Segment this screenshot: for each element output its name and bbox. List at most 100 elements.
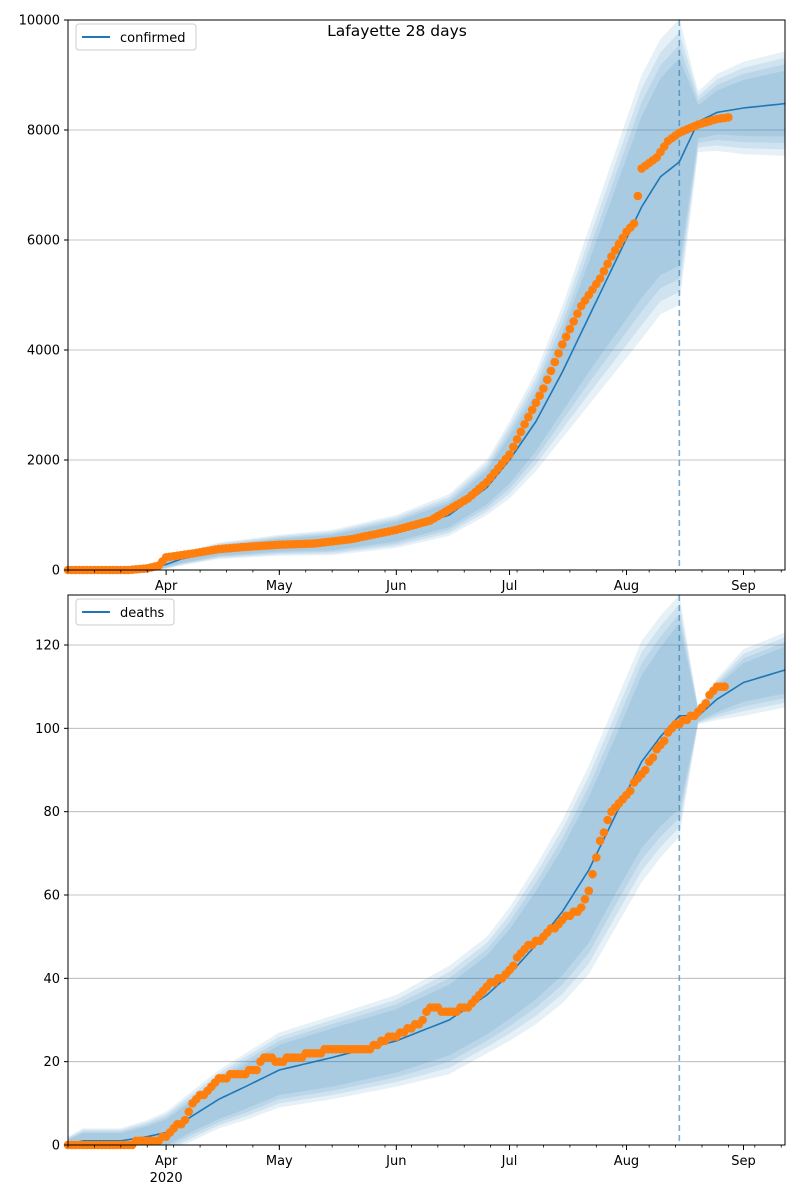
observed-point [701, 699, 711, 708]
y-tick-label: 8000 [27, 124, 60, 139]
observed-point [573, 309, 582, 319]
observed-point [720, 682, 729, 691]
observed-point [607, 252, 616, 261]
legend-label: deaths [120, 606, 165, 621]
observed-point [531, 398, 541, 408]
x-tick-label: Jun [385, 579, 406, 594]
observed-point [610, 246, 620, 255]
observed-point [550, 357, 560, 367]
observed-point [565, 324, 575, 334]
legend-box [75, 23, 197, 51]
y-tick-label: 0 [52, 564, 60, 579]
x-tick-year-label: 2020 [150, 1171, 183, 1186]
confirmed-uncertainty-bands [68, 18, 785, 571]
observed-point [418, 1015, 428, 1025]
observed-point [576, 903, 586, 912]
y-tick-label: 100 [35, 722, 60, 737]
axes-frame [67, 594, 786, 1146]
confirmed-panel: 0 2000 4000 6000 8000 10000 Apr May Jun Jul Aug Sep… [19, 14, 786, 594]
observed-point [516, 427, 526, 437]
confirmed-observed-points [63, 113, 733, 575]
observed-point [580, 894, 590, 904]
legend-label: confirmed [120, 31, 186, 46]
observed-point [629, 219, 639, 228]
observed-point [180, 1115, 190, 1125]
observed-point [539, 384, 548, 393]
deaths-uncertainty-bands [68, 595, 785, 1145]
x-tick-label: Aug [614, 579, 639, 594]
observed-point [542, 375, 552, 385]
x-tick-label: Sep [731, 579, 756, 594]
observed-point [520, 419, 529, 429]
observed-point [614, 239, 624, 249]
deaths-panel: 0 20 40 60 80 100 120 Apr 2020 May Jun Jul Aug Sep de… [35, 594, 786, 1186]
observed-point [184, 1107, 194, 1116]
observed-point [252, 1065, 261, 1075]
y-tick-label: 20 [43, 1055, 60, 1070]
x-tick-label: Jul [501, 579, 518, 594]
axes-frame [67, 19, 786, 571]
observed-point [512, 435, 522, 444]
x-tick-label: Apr [155, 1154, 178, 1169]
observed-point [659, 736, 669, 746]
deaths-observed-points [63, 682, 729, 1150]
observed-point [535, 391, 545, 400]
uncertainty-band-2 [68, 31, 785, 570]
observed-point [603, 815, 612, 825]
uncertainty-band-4 [68, 623, 785, 1145]
uncertainty-band-1 [68, 18, 785, 570]
observed-point [569, 317, 578, 326]
observed-point [558, 340, 567, 349]
y-tick-label: 80 [43, 805, 60, 820]
uncertainty-band-3 [68, 45, 785, 570]
y-tick-label: 40 [43, 972, 60, 987]
observed-point [625, 786, 635, 796]
uncertainty-band-2 [68, 604, 785, 1145]
y-tick-label: 2000 [27, 454, 60, 469]
x-tick-label: May [266, 1154, 293, 1169]
observed-point [724, 113, 733, 122]
x-tick-label: Jul [501, 1154, 518, 1169]
figure-title: Lafayette 28 days [327, 22, 467, 40]
observed-point [508, 961, 518, 971]
observed-point [588, 869, 597, 879]
x-tick-label: Aug [614, 1154, 639, 1169]
uncertainty-band-1 [68, 595, 785, 1145]
y-tick-label: 10000 [19, 14, 60, 29]
observed-point [505, 450, 514, 459]
observed-point [595, 836, 605, 846]
y-tick-label: 0 [52, 1139, 60, 1154]
uncertainty-band-4 [68, 58, 785, 571]
observed-point [599, 828, 609, 837]
legend-box [75, 598, 175, 626]
x-tick-label: May [266, 579, 293, 594]
y-tick-label: 120 [35, 639, 60, 654]
observed-point [524, 412, 533, 422]
x-tick-label: Apr [155, 579, 178, 594]
observed-point [546, 366, 556, 376]
y-tick-label: 4000 [27, 344, 60, 359]
y-tick-label: 6000 [27, 234, 60, 249]
observed-point [527, 405, 537, 415]
uncertainty-band-3 [68, 613, 785, 1145]
observed-point [561, 332, 571, 342]
deaths-legend: deaths [75, 598, 175, 626]
observed-point [599, 266, 609, 276]
observed-point [603, 259, 612, 269]
confirmed-axes: 0 2000 4000 6000 8000 10000 Apr May Jun Jul Aug Sep [19, 14, 786, 594]
observed-point [595, 274, 605, 283]
y-tick-label: 60 [43, 889, 60, 904]
observed-point [633, 191, 643, 201]
x-tick-label: Jun [385, 1154, 406, 1169]
observed-point [592, 853, 601, 862]
confirmed-legend: confirmed [75, 23, 197, 51]
observed-point [618, 233, 628, 243]
observed-point [554, 349, 563, 358]
observed-point [641, 765, 650, 775]
observed-point [508, 442, 518, 452]
observed-point [648, 753, 658, 762]
deaths-axes: 0 20 40 60 80 100 120 Apr 2020 May Jun Jul Aug Sep [35, 594, 786, 1186]
observed-point [584, 886, 594, 896]
x-tick-label: Sep [731, 1154, 756, 1169]
